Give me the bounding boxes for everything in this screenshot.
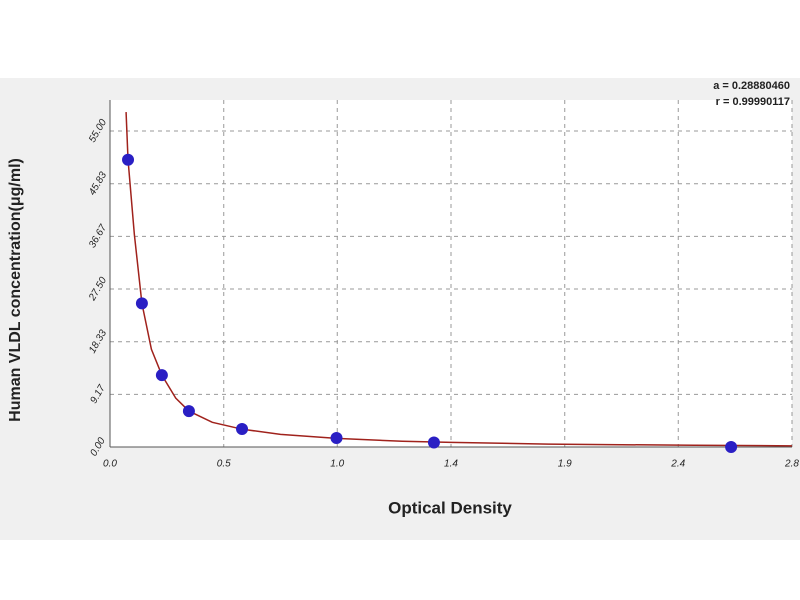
data-point (155, 369, 168, 382)
x-tick-label: 1.9 (558, 459, 572, 470)
x-tick-label: 0.0 (103, 459, 117, 470)
data-point (135, 297, 148, 310)
data-point (725, 441, 738, 453)
data-point (236, 423, 249, 436)
x-axis-label: Optical Density (388, 498, 512, 517)
x-tick-label: 0.5 (217, 459, 231, 470)
data-point (122, 153, 135, 166)
plot-area (110, 100, 792, 447)
data-point (182, 405, 195, 418)
x-tick-label: 1.0 (330, 459, 344, 470)
y-axis-label: Human VLDL concentration(μg/ml) (7, 158, 24, 422)
x-tick-label: 2.4 (670, 459, 685, 470)
annotation: r = 0.99990117 (716, 96, 790, 108)
x-tick-label: 1.4 (444, 459, 458, 470)
fit-curve (125, 112, 793, 447)
data-point (427, 436, 440, 449)
x-tick-label: 2.8 (784, 459, 799, 470)
annotation: a = 0.28880460 (713, 80, 790, 92)
data-point (330, 432, 343, 445)
